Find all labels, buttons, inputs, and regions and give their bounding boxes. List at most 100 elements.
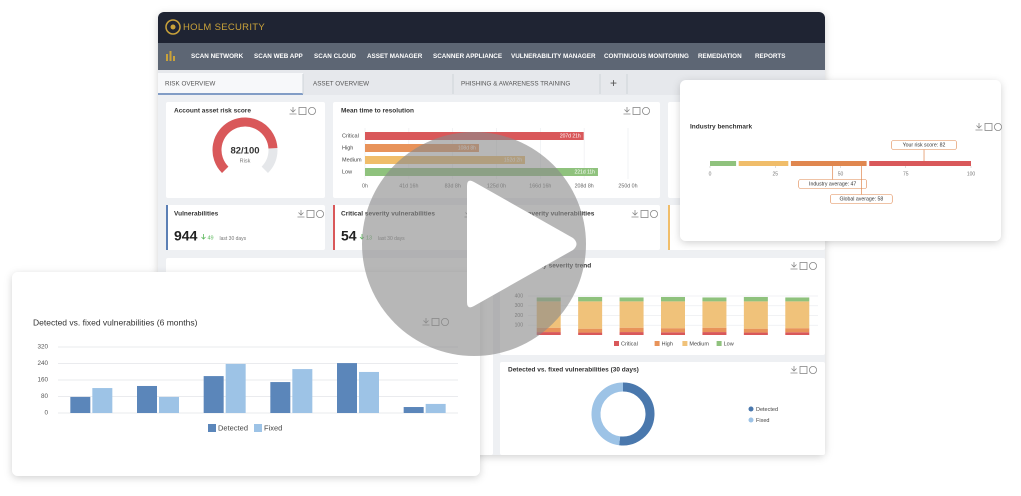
nav-item[interactable]: REMEDIATION [698, 53, 742, 60]
benchmark-band [869, 161, 971, 166]
play-icon[interactable] [467, 180, 577, 308]
legend-label: Detected [218, 423, 248, 432]
gauge-label: 82/100 [230, 146, 259, 157]
nav-item[interactable]: SCAN WEB APP [254, 53, 303, 60]
donut-segment [591, 382, 624, 446]
value-label: 207d 21h [560, 134, 581, 140]
legend-swatch [614, 341, 619, 346]
donut-segment [619, 382, 655, 446]
icon-export [298, 107, 307, 115]
stacked-bar [578, 328, 603, 333]
top-bar [158, 12, 825, 43]
icon-info [809, 261, 818, 270]
tab[interactable]: ASSET OVERVIEW [313, 81, 369, 88]
card [680, 80, 1001, 241]
stacked-bar [743, 328, 768, 333]
card [166, 102, 325, 198]
card-title: Detected vs. fixed vulnerabilities (30 d… [508, 367, 639, 374]
nav-item[interactable]: SCAN NETWORK [191, 53, 244, 60]
stacked-bar [619, 297, 644, 302]
stacked-bar [661, 301, 685, 329]
bar [70, 396, 91, 413]
legend-label: Medium [689, 341, 709, 347]
legend-swatch [654, 341, 660, 346]
trend-arrow [201, 234, 206, 240]
legend-swatch [208, 424, 216, 432]
nav-item[interactable]: VULNERABILITY MANAGER [511, 53, 596, 60]
card-title: Detected vs. fixed vulnerabilities (6 mo… [33, 317, 198, 327]
logo [165, 19, 181, 35]
kpi-title: Vulnerabilities [174, 211, 219, 218]
x-tick-label: 75 [903, 171, 909, 177]
legend-swatch [748, 417, 754, 423]
stacked-bar [661, 296, 685, 302]
icon-download [975, 123, 983, 131]
legend-swatch [254, 424, 262, 432]
icon-download [790, 262, 798, 270]
bar [92, 388, 113, 413]
card-title: Industry benchmark [690, 124, 753, 131]
x-tick-label: 0h [362, 183, 368, 189]
legend-swatch [748, 406, 754, 412]
category-label: Medium [342, 157, 362, 163]
marker-box [798, 179, 867, 189]
icon-export [306, 210, 315, 218]
card [12, 272, 480, 476]
nav-item[interactable]: REPORTS [755, 53, 785, 60]
stacked-bar [619, 332, 644, 335]
nav-item[interactable]: ASSET MANAGER [367, 53, 423, 60]
bar [337, 363, 357, 413]
marker-box [891, 140, 957, 150]
card-title: Mean time to resolution [341, 108, 414, 115]
stacked-bar [743, 332, 768, 335]
icon-export [799, 366, 808, 374]
bar [159, 396, 179, 413]
stacked-bar [785, 297, 810, 302]
stacked-bar [578, 296, 603, 302]
card [500, 362, 825, 455]
play-button[interactable] [362, 132, 586, 356]
tab[interactable]: + [610, 76, 617, 90]
icon-info [315, 209, 324, 218]
marker-label: Your risk score: 82 [903, 143, 946, 149]
kpi-accent [166, 205, 168, 250]
benchmark-band [738, 161, 789, 166]
icon-download [623, 107, 631, 115]
icon-download [790, 366, 798, 374]
stacked-bar [536, 327, 561, 333]
y-tick-label: 320 [37, 344, 48, 351]
icon-info [994, 123, 1003, 132]
overlays: Industry benchmark 0 25 50 75 100 Your risk sc… [12, 80, 1003, 476]
legend-swatch [682, 341, 688, 346]
nav-icon [166, 51, 175, 61]
legend-label: Fixed [264, 423, 282, 432]
bar [225, 363, 246, 413]
stacked-bar [536, 332, 561, 335]
stacked-bar [702, 332, 727, 335]
stacked-bar [619, 327, 644, 333]
stacked-bar [743, 296, 768, 302]
nav-item[interactable]: CONTINUOUS MONITORING [604, 53, 689, 60]
legend-label: Fixed [756, 418, 769, 424]
icon-download [289, 107, 297, 115]
y-tick-label: 160 [37, 377, 48, 384]
tab[interactable]: RISK OVERVIEW [165, 81, 215, 88]
legend-label: Critical [621, 341, 638, 347]
icon-download [631, 210, 639, 218]
kpi-note: last 30 days [220, 236, 247, 242]
active-tab[interactable] [158, 73, 303, 95]
stacked-bar [661, 332, 685, 335]
nav-item[interactable]: SCANNER APPLIANCE [433, 53, 502, 60]
gauge-caption: Risk [240, 158, 251, 164]
y-tick-label: 80 [41, 393, 49, 400]
bar [137, 385, 157, 413]
tab[interactable]: PHISHING & AWARENESS TRAINING [461, 81, 570, 88]
nav-item[interactable]: SCAN CLOUD [314, 53, 356, 60]
bar [203, 376, 224, 413]
x-tick-label: 25 [772, 171, 778, 177]
icon-download [297, 210, 305, 218]
bar [403, 407, 424, 413]
bar [270, 382, 291, 413]
stacked-bar [702, 327, 727, 333]
